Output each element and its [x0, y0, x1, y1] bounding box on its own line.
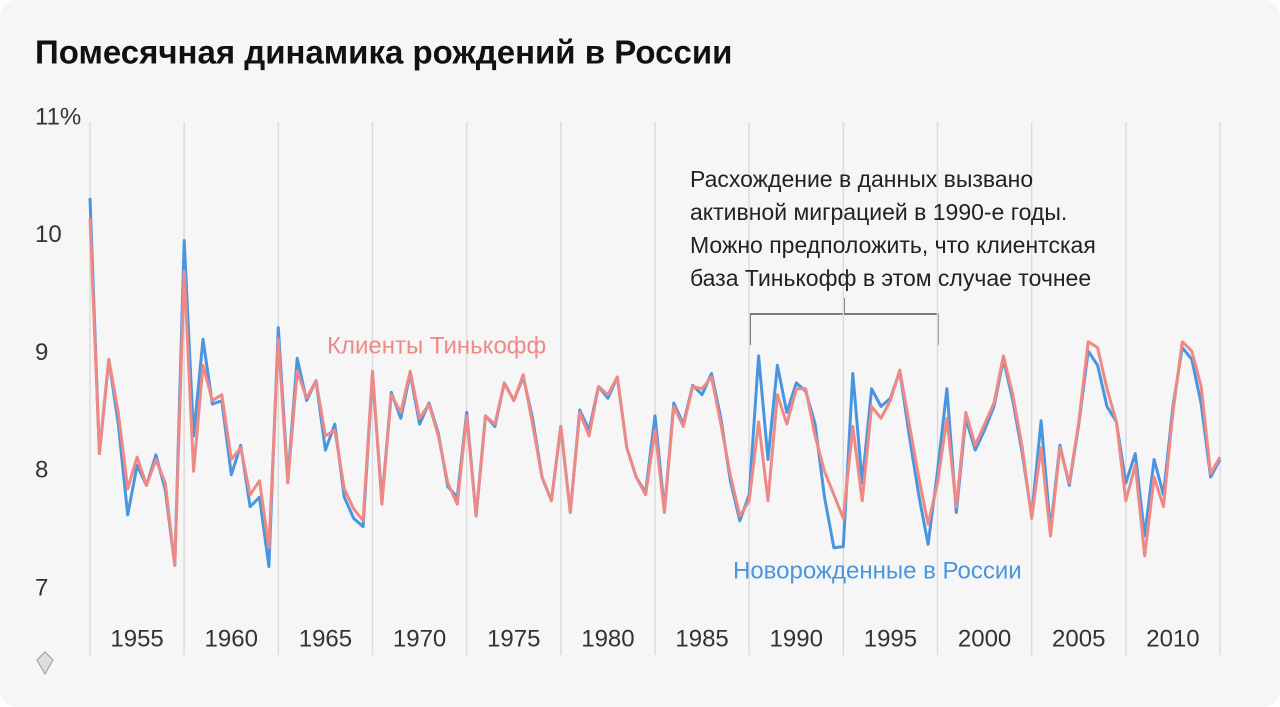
- y-tick-label: 9: [35, 339, 48, 366]
- logo: [36, 651, 54, 676]
- x-tick-label: 2010: [1146, 625, 1199, 652]
- x-tick-label: 1970: [393, 625, 446, 652]
- x-tick-label: 1985: [675, 625, 728, 652]
- x-tick-label: 1975: [487, 625, 540, 652]
- x-tick-label: 2000: [958, 625, 1011, 652]
- annotation: база Тинькофф в этом случае точнее: [690, 265, 1091, 291]
- x-tick-label: 1965: [299, 625, 352, 652]
- series-line: [88, 218, 1222, 567]
- x-tick-label: 2005: [1052, 625, 1105, 652]
- series-label: Новорожденные в России: [733, 557, 1022, 584]
- y-tick-label: 7: [35, 574, 48, 601]
- x-tick-label: 1995: [864, 625, 917, 652]
- x-tick-label: 1955: [110, 625, 163, 652]
- series-label: Клиенты Тинькофф: [327, 332, 546, 359]
- x-tick-label: 1960: [205, 625, 258, 652]
- annotation: Можно предположить, что клиентская: [690, 232, 1096, 258]
- y-tick-label: 11%: [35, 103, 81, 130]
- y-tick-label: 8: [35, 457, 48, 484]
- chart-title: Помесячная динамика рождений в России: [35, 34, 732, 71]
- y-tick-label: 10: [35, 221, 62, 248]
- x-tick-label: 1980: [581, 625, 634, 652]
- x-tick-label: 1990: [770, 625, 823, 652]
- annotation: Расхождение в данных вызвано: [690, 166, 1033, 192]
- annotation: активной миграцией в 1990-е годы.: [690, 199, 1067, 225]
